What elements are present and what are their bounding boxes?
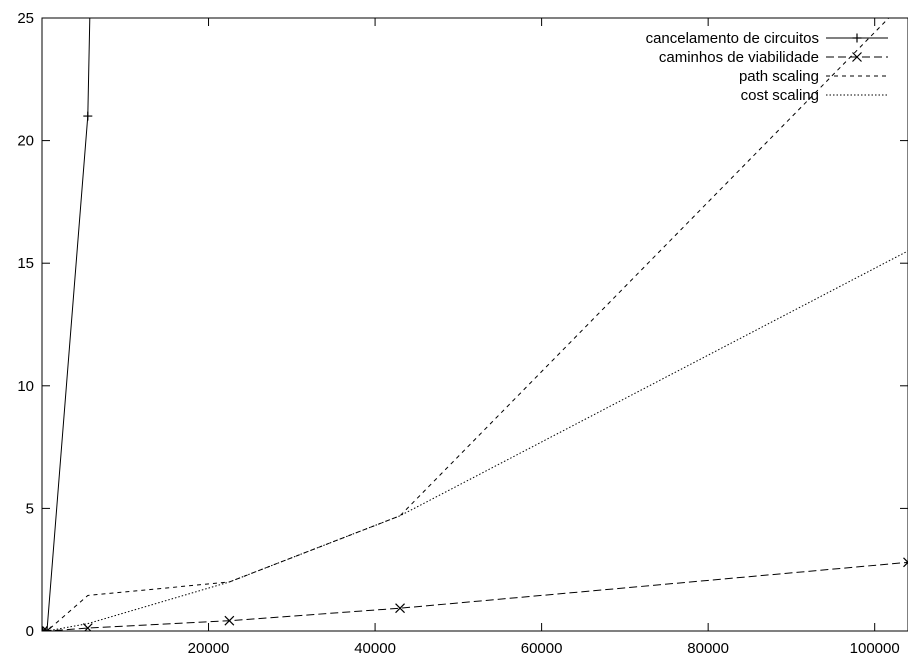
x-tick-label: 40000 [354,640,396,657]
series-line-2 [42,561,908,631]
data-point [224,615,235,626]
series-line-4 [42,250,908,631]
y-tick-label: 20 [17,133,34,150]
legend-marker [852,33,862,43]
legend-label: cost scaling [741,87,819,104]
legend-label: path scaling [739,68,819,85]
x-axis: 20000 40000 60000 80000 100000 [188,18,900,657]
data-point [42,626,48,631]
series-line-3 [42,18,890,631]
data-point [82,623,93,631]
data-point [903,557,908,568]
y-tick-label: 5 [26,500,34,517]
y-tick-label: 0 [26,623,34,640]
x-tick-label: 100000 [850,640,900,657]
legend: cancelamento de circuitos caminhos de via… [646,30,888,104]
x-tick-label: 80000 [687,640,729,657]
y-axis: 0 5 10 15 20 25 [17,10,908,640]
y-tick-label: 15 [17,255,34,272]
data-point [42,626,48,631]
plot-frame [41,17,908,632]
series-line-1 [42,18,91,631]
legend-label: caminhos de viabilidade [659,49,819,66]
data-point [83,111,93,121]
data-point [395,603,405,614]
series-layer [42,18,908,631]
legend-marker [852,52,862,62]
x-tick-label: 20000 [188,640,230,657]
x-tick-label: 60000 [521,640,563,657]
y-tick-label: 25 [17,10,34,27]
legend-label: cancelamento de circuitos [646,30,819,47]
y-tick-label: 10 [17,378,34,395]
